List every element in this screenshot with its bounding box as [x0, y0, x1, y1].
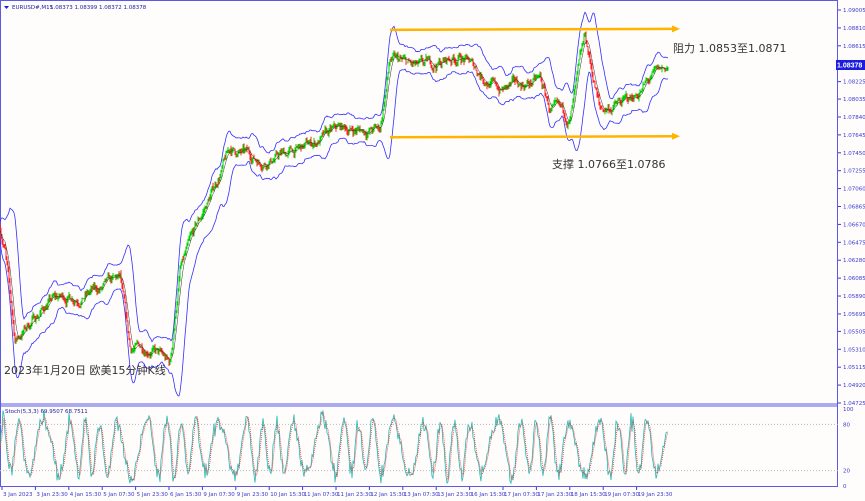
resistance-annotation: 阻力 1.0853至1.0871 [673, 42, 786, 55]
y-tick-label: 1.07450 [843, 151, 865, 157]
x-tick-label: 9 Jan 23:30 [237, 492, 269, 498]
x-tick-label: 12 Jan 15:30 [370, 492, 405, 498]
x-tick-label: 3 Jan 2023 [3, 492, 33, 498]
chart-caption: 2023年1月20日 欧美15分钟K线 [4, 363, 166, 377]
y-tick-label: 1.07060 [843, 187, 865, 193]
y-tick-label: 1.06670 [843, 222, 865, 228]
lower-band [0, 68, 669, 397]
x-tick-label: 19 Jan 07:30 [604, 492, 639, 498]
dropdown-triangle-icon[interactable] [4, 6, 9, 9]
arrow-icon [672, 25, 680, 33]
y-tick-label: 1.04920 [843, 383, 865, 389]
x-tick-label: 10 Jan 15:30 [270, 492, 305, 498]
y-tick-label: 1.05505 [843, 329, 865, 335]
upper-band [0, 11, 669, 343]
channel-lines[interactable] [389, 25, 680, 140]
candles [0, 31, 669, 366]
x-tick-label: 13 Jan 23:30 [437, 492, 472, 498]
x-tick-label: 16 Jan 15:30 [471, 492, 506, 498]
x-tick-label: 17 Jan 07:30 [504, 492, 539, 498]
stochastic-panel [0, 410, 669, 485]
stoch-tick-label: 80 [843, 422, 850, 428]
current-price-value: 1.08378 [837, 63, 862, 70]
stoch-tick-label: 20 [843, 469, 850, 475]
y-tick-label: 1.08615 [843, 44, 865, 50]
stoch-signal-line [0, 412, 669, 482]
current-price-tag [836, 60, 865, 70]
arrow-icon [672, 132, 680, 140]
stoch-label: Stoch(5,3,3) 69.9507 68.7511 [5, 409, 88, 415]
y-tick-label: 1.05890 [843, 294, 865, 300]
x-tick-label: 11 Jan 07:30 [304, 492, 339, 498]
x-tick-label: 5 Jan 07:30 [103, 492, 135, 498]
time-axis: 3 Jan 2023 3 Jan 23:30 4 Jan 15:30 5 Jan 07… [1, 487, 673, 498]
x-tick-label: 11 Jan 23:30 [337, 492, 372, 498]
y-tick-label: 1.08810 [843, 26, 865, 32]
stoch-main-line [0, 410, 669, 485]
x-tick-label: 4 Jan 15:30 [70, 492, 102, 498]
y-tick-label: 1.08225 [843, 80, 865, 86]
price-axis: 1.09005 1.08810 1.08615 1.08225 1.08035 1.078… [838, 8, 865, 407]
y-tick-label: 1.08035 [843, 97, 865, 103]
y-tick-label: 1.06475 [843, 240, 865, 246]
x-tick-label: 3 Jan 23:30 [36, 492, 68, 498]
y-tick-label: 1.05310 [843, 347, 865, 353]
x-tick-label: 19 Jan 23:30 [638, 492, 673, 498]
ohlc-values: 1.08373 1.08399 1.08372 1.08378 [50, 5, 147, 11]
y-tick-label: 1.06865 [843, 205, 865, 211]
x-tick-label: 13 Jan 07:30 [404, 492, 439, 498]
x-tick-label: 6 Jan 15:30 [170, 492, 202, 498]
stoch-axis: 100 80 20 0 [0, 407, 854, 490]
resistance-line[interactable] [389, 27, 673, 32]
x-tick-label: 5 Jan 23:30 [137, 492, 169, 498]
x-tick-label: 9 Jan 07:30 [203, 492, 235, 498]
y-tick-label: 1.07255 [843, 169, 865, 175]
support-annotation: 支撑 1.0766至1.0786 [552, 157, 665, 171]
stoch-tick-label: 100 [843, 407, 854, 413]
y-tick-label: 1.04725 [843, 401, 865, 407]
y-tick-label: 1.05695 [843, 312, 865, 318]
x-tick-label: 18 Jan 15:30 [571, 492, 606, 498]
symbol-label: EURUSD#,M15 [12, 5, 54, 11]
y-tick-label: 1.05115 [843, 365, 865, 371]
stoch-tick-label: 0 [843, 484, 847, 490]
support-line[interactable] [389, 135, 673, 139]
y-tick-label: 1.07840 [843, 115, 865, 121]
envelope-bands [0, 11, 669, 397]
y-tick-label: 1.07645 [843, 133, 865, 139]
moving-average-line [0, 40, 669, 360]
y-tick-label: 1.06085 [843, 276, 865, 282]
x-tick-label: 17 Jan 23:30 [537, 492, 572, 498]
y-tick-label: 1.06280 [843, 258, 865, 264]
y-tick-label: 1.09005 [843, 8, 865, 14]
